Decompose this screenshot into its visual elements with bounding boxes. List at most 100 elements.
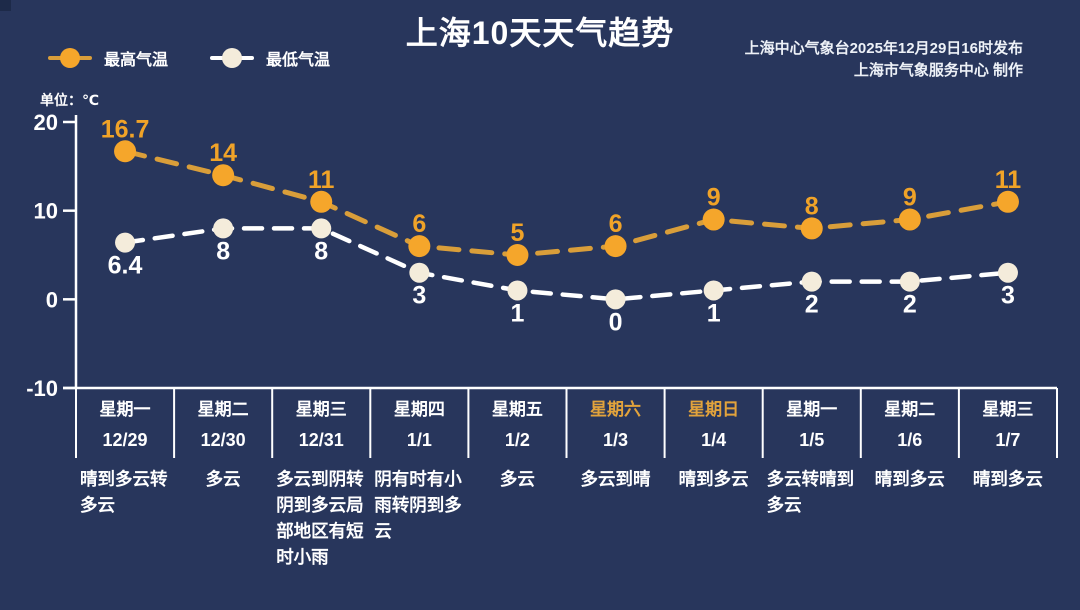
weather-text: 多云到阴转阴到多云局部地区有短时小雨 — [276, 469, 364, 567]
y-axis-tick-label: 0 — [46, 287, 58, 312]
weather-text: 多云 — [205, 469, 241, 489]
day-label: 星期三 — [295, 400, 347, 419]
weather-text-wrap: 晴到多云 — [963, 466, 1053, 492]
source-line-1: 上海中心气象台2025年12月29日16时发布 — [744, 40, 1023, 57]
weather-text-wrap: 多云到阴转阴到多云局部地区有短时小雨 — [276, 466, 366, 570]
weather-text-wrap: 晴到多云 — [669, 466, 759, 492]
max-temp-value-label: 14 — [209, 139, 237, 167]
min-temp-dot — [801, 271, 822, 292]
min-temp-dot — [605, 289, 626, 310]
weather-text: 多云到晴 — [580, 469, 651, 489]
max-temp-dot — [604, 235, 627, 258]
source-info: 上海中心气象台2025年12月29日16时发布 上海市气象服务中心 制作 — [745, 38, 1023, 82]
min-temp-value-label: 1 — [707, 299, 721, 327]
min-temp-value-label: 1 — [510, 299, 524, 327]
max-temp-dot — [408, 235, 431, 258]
max-temp-dot — [898, 208, 921, 231]
legend-item-min-temp: 最低气温 — [210, 46, 330, 70]
day-label: 星期六 — [590, 400, 642, 419]
day-label: 星期二 — [197, 400, 249, 419]
forecast-column: 星期六 1/3 多云到晴 — [566, 390, 664, 570]
page-title: 上海10天天气趋势 — [405, 15, 675, 51]
weather-text-wrap: 多云 — [472, 466, 562, 492]
weather-text-wrap: 多云转晴到多云 — [767, 466, 857, 518]
chart-legend: 最高气温 最低气温 — [48, 46, 330, 70]
forecast-column: 星期三 1/7 晴到多云 — [959, 390, 1057, 570]
min-temp-value-label: 2 — [805, 291, 819, 319]
max-temp-value-label: 16.7 — [101, 115, 150, 143]
max-temp-dot — [114, 140, 137, 163]
max-temp-dot — [800, 217, 823, 240]
max-temp-line — [122, 148, 1011, 258]
min-temp-value-label: 8 — [216, 237, 230, 265]
min-temp-value-label: 6.4 — [108, 252, 143, 280]
max-temp-dot — [310, 190, 333, 213]
max-temp-dot — [996, 190, 1019, 213]
forecast-column: 星期一 12/29 晴到多云转多云 — [76, 390, 174, 570]
weather-text: 晴到多云 — [972, 469, 1043, 489]
forecast-column: 星期五 1/2 多云 — [468, 390, 566, 570]
legend-label-min-temp: 最低气温 — [266, 52, 331, 69]
forecast-column: 星期二 12/30 多云 — [174, 390, 272, 570]
weather-text-wrap: 多云 — [178, 466, 268, 492]
max-temp-value-label: 9 — [903, 184, 917, 212]
date-label: 1/1 — [406, 430, 432, 450]
date-label: 1/3 — [603, 430, 629, 450]
day-label: 星期日 — [688, 400, 740, 419]
max-temp-value-label: 6 — [609, 210, 623, 238]
day-label: 星期二 — [884, 400, 936, 419]
forecast-column: 星期一 1/5 多云转晴到多云 — [763, 390, 861, 570]
max-temp-dot — [212, 164, 235, 187]
forecast-table: 星期一 12/29 晴到多云转多云 星期二 12/30 多云 星期三 12/31 多云到阴转阴到… — [76, 390, 1057, 570]
min-temp-line — [122, 226, 1011, 302]
date-label: 1/6 — [897, 430, 923, 450]
forecast-column: 星期二 1/6 晴到多云 — [861, 390, 959, 570]
legend-item-max-temp: 最高气温 — [48, 46, 168, 70]
forecast-column: 星期四 1/1 阴有时有小雨转阴到多云 — [370, 390, 468, 570]
max-temp-value-label: 11 — [308, 166, 335, 194]
min-temp-dot — [409, 262, 430, 283]
forecast-column: 星期三 12/31 多云到阴转阴到多云局部地区有短时小雨 — [272, 390, 370, 570]
y-axis-tick-label: -10 — [26, 376, 58, 401]
min-temp-value-label: 0 — [609, 308, 623, 336]
y-axis-unit-label: 单位：℃ — [40, 92, 99, 108]
max-temp-dot — [702, 208, 725, 231]
day-label: 星期一 — [99, 400, 151, 419]
min-temp-value-label: 2 — [903, 291, 917, 319]
date-label: 1/4 — [701, 430, 727, 450]
legend-label-max-temp: 最高气温 — [104, 52, 169, 69]
min-temp-dot — [997, 262, 1018, 283]
weather-text-wrap: 阴有时有小雨转阴到多云 — [374, 466, 464, 544]
date-label: 12/31 — [298, 430, 344, 450]
max-temp-dot-swatch — [60, 48, 80, 68]
min-temp-marker-icon — [210, 48, 255, 68]
min-temp-value-label: 3 — [1001, 282, 1015, 310]
day-label: 星期三 — [982, 400, 1034, 419]
y-axis-tick-label: 20 — [34, 110, 58, 135]
weather-text: 晴到多云 — [874, 469, 945, 489]
corner-mark — [0, 0, 11, 11]
source-line-2: 上海市气象服务中心 制作 — [853, 62, 1023, 79]
min-temp-dot — [213, 218, 234, 239]
min-temp-dot-swatch — [222, 48, 243, 68]
max-temp-value-label: 9 — [707, 184, 721, 212]
weather-text: 多云 — [499, 469, 535, 489]
forecast-column: 星期日 1/4 晴到多云 — [665, 390, 763, 570]
min-temp-dot — [507, 280, 528, 301]
weather-text: 晴到多云转多云 — [80, 469, 168, 515]
day-label: 星期一 — [786, 400, 838, 419]
min-temp-value-label: 3 — [412, 282, 426, 310]
weather-text-wrap: 晴到多云 — [865, 466, 955, 492]
weather-text: 阴有时有小雨转阴到多云 — [374, 469, 462, 541]
date-label: 1/2 — [504, 430, 530, 450]
max-temp-value-label: 8 — [805, 192, 819, 220]
min-temp-dot — [311, 218, 332, 239]
date-label: 12/29 — [102, 430, 148, 450]
weather-text: 晴到多云 — [678, 469, 749, 489]
weather-text-wrap: 晴到多云转多云 — [80, 466, 170, 518]
date-label: 1/5 — [799, 430, 825, 450]
max-temp-dot — [506, 244, 529, 266]
max-temp-value-label: 6 — [412, 210, 426, 238]
